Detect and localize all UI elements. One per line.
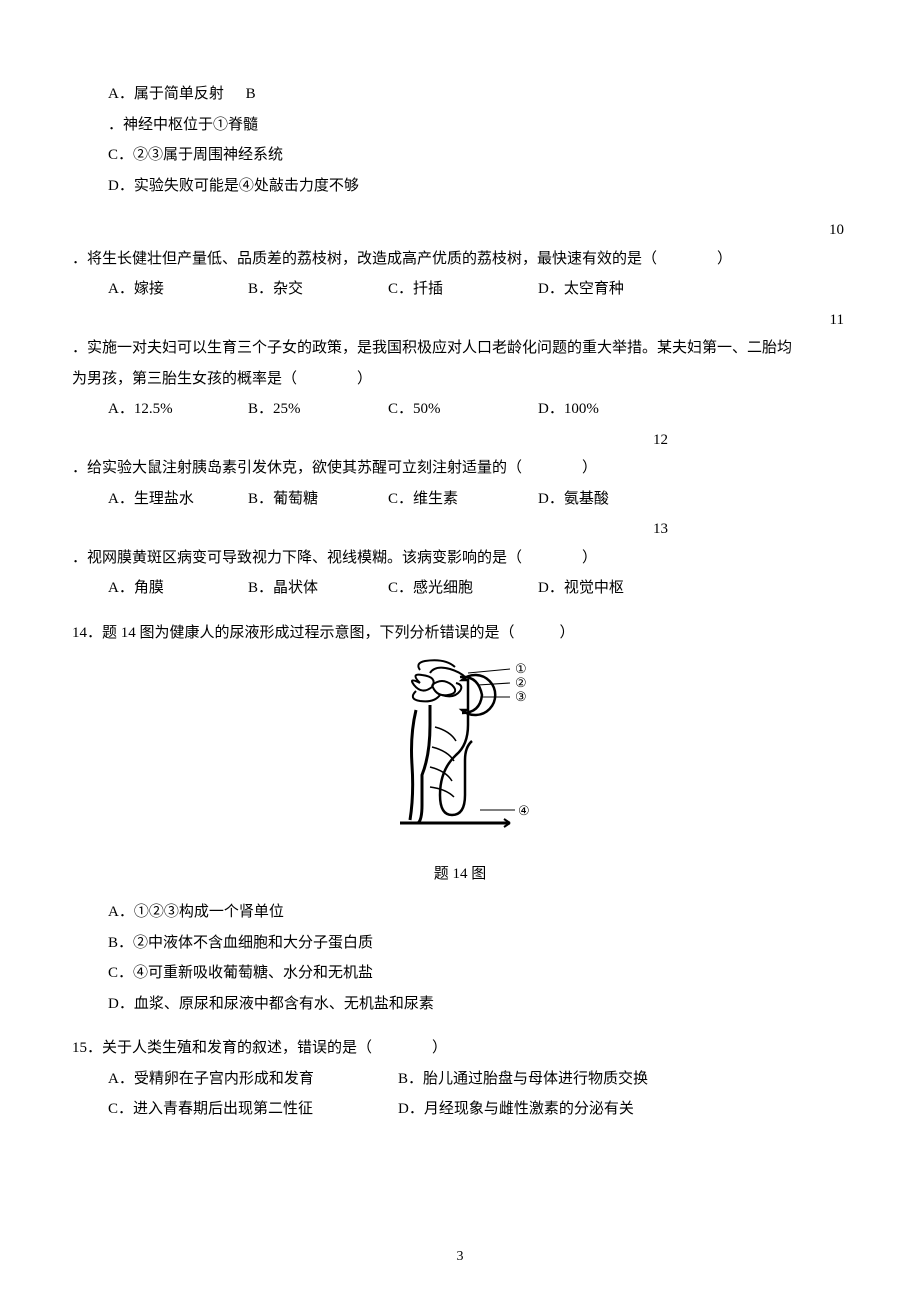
q10-opt-a: A．嫁接 [108,275,248,304]
q13-opt-a: A．角膜 [108,574,248,603]
q14-opt-d: D．血浆、原尿和尿液中都含有水、无机盐和尿素 [72,990,848,1019]
q13-opt-c: C．感光细胞 [388,574,538,603]
q15-opt-d: D．月经现象与雌性激素的分泌有关 [398,1095,848,1124]
q13-opt-b: B．晶状体 [248,574,388,603]
q-partial-opt-a: A．属于简单反射 B [72,80,848,109]
q11-stem1: ．实施一对夫妇可以生育三个子女的政策，是我国积极应对人口老龄化问题的重大举措。某… [72,334,848,363]
q13-options: A．角膜 B．晶状体 C．感光细胞 D．视觉中枢 [72,574,848,603]
q-partial-opt-b-cont: ．神经中枢位于①脊髓 [72,111,848,140]
q13-stem: ．视网膜黄斑区病变可导致视力下降、视线模糊。该病变影响的是（ ） [72,544,848,573]
q10-opt-c: C．扦插 [388,275,538,304]
q12-opt-d: D．氨基酸 [538,485,678,514]
nephron-diagram-icon: ① ② ③ ④ [360,655,560,845]
fig-label-3: ③ [515,689,527,704]
q10-options: A．嫁接 B．杂交 C．扦插 D．太空育种 [72,275,848,304]
text-inline-b: B [246,86,256,102]
q-partial-opt-d: D．实验失败可能是④处敲击力度不够 [72,172,848,201]
q10-opt-d: D．太空育种 [538,275,678,304]
q12-number: 12 [72,426,848,455]
q14-stem: 14．题 14 图为健康人的尿液形成过程示意图，下列分析错误的是（ ） [72,619,848,648]
fig-label-2: ② [515,675,527,690]
q12-stem: ．给实验大鼠注射胰岛素引发休克，欲使其苏醒可立刻注射适量的（ ） [72,454,848,483]
q15-opt-c: C．进入青春期后出现第二性征 [108,1095,398,1124]
q11-opt-a: A．12.5% [108,395,248,424]
page-number: 3 [0,1244,920,1271]
q13-number: 13 [72,515,848,544]
q15-options-row1: A．受精卵在子宫内形成和发育 B．胎儿通过胎盘与母体进行物质交换 [72,1065,848,1094]
q13-opt-d: D．视觉中枢 [538,574,678,603]
q15-stem: 15．关于人类生殖和发育的叙述，错误的是（ ） [72,1034,848,1063]
q12-opt-a: A．生理盐水 [108,485,248,514]
q11-number: 11 [72,306,848,335]
q-partial-opt-c: C．②③属于周围神经系统 [72,141,848,170]
q14-opt-a: A．①②③构成一个肾单位 [72,898,848,927]
q14-figure-caption: 题 14 图 [72,860,848,889]
q15-opt-b: B．胎儿通过胎盘与母体进行物质交换 [398,1065,848,1094]
q12-opt-b: B．葡萄糖 [248,485,388,514]
q14-opt-b: B．②中液体不含血细胞和大分子蛋白质 [72,929,848,958]
q10-number: 10 [72,216,848,245]
fig-label-1: ① [515,661,527,676]
text: A．属于简单反射 [108,86,224,102]
q14-figure: ① ② ③ ④ [72,655,848,856]
q10-opt-b: B．杂交 [248,275,388,304]
q10-stem: ．将生长健壮但产量低、品质差的荔枝树，改造成高产优质的荔枝树，最快速有效的是（ … [72,245,848,274]
q11-options: A．12.5% B．25% C．50% D．100% [72,395,848,424]
q12-options: A．生理盐水 B．葡萄糖 C．维生素 D．氨基酸 [72,485,848,514]
q11-stem2: 为男孩，第三胎生女孩的概率是（ ） [72,365,848,394]
q11-opt-b: B．25% [248,395,388,424]
q14-opt-c: C．④可重新吸收葡萄糖、水分和无机盐 [72,959,848,988]
q11-opt-d: D．100% [538,395,678,424]
q15-opt-a: A．受精卵在子宫内形成和发育 [108,1065,398,1094]
q12-opt-c: C．维生素 [388,485,538,514]
q15-options-row2: C．进入青春期后出现第二性征 D．月经现象与雌性激素的分泌有关 [72,1095,848,1124]
fig-label-4: ④ [518,803,530,818]
q11-opt-c: C．50% [388,395,538,424]
